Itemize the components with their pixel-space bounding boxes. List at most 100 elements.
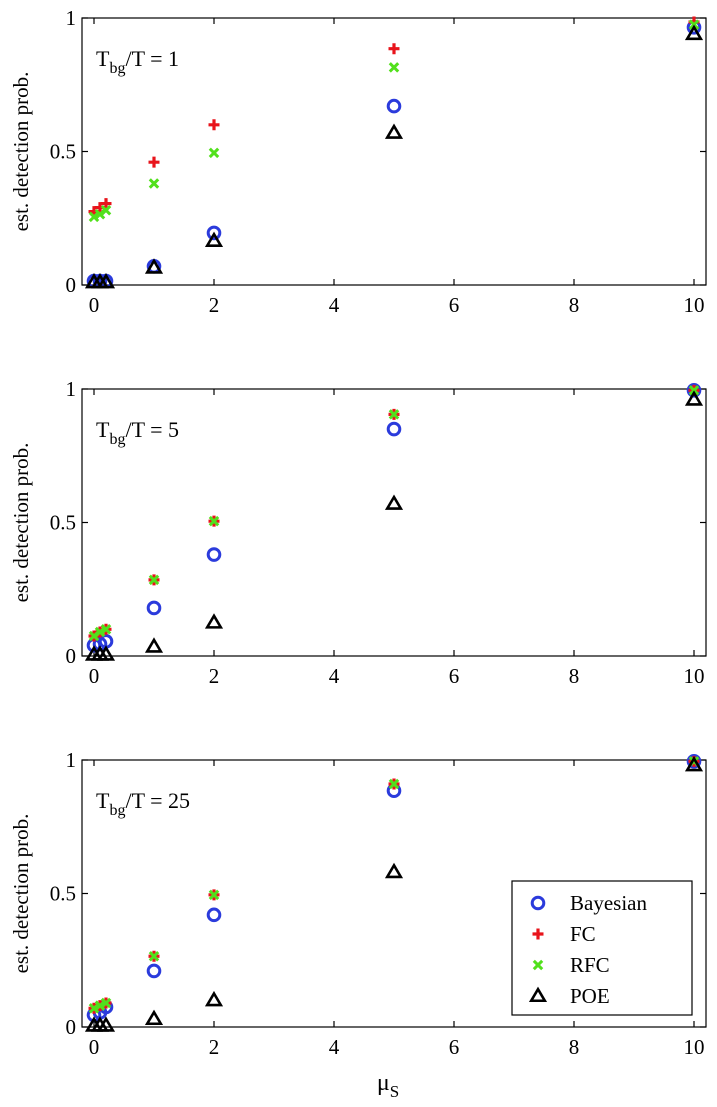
point-poe xyxy=(204,613,224,629)
legend-entry-fc: FC xyxy=(532,922,596,946)
point-rfc xyxy=(88,1003,100,1014)
x-tick-label: 8 xyxy=(569,664,580,688)
x-axis-label-main: μ xyxy=(377,1070,390,1096)
legend-marker-poe xyxy=(528,986,548,1003)
legend-entry-rfc: RFC xyxy=(532,953,610,977)
series-poe xyxy=(84,755,704,1032)
panel-annotation: Tbg/T = 1 xyxy=(96,46,179,77)
x-axis-label: μS xyxy=(377,1070,399,1101)
y-axis-label: est. detection prob. xyxy=(9,814,33,974)
x-tick-label: 10 xyxy=(684,664,705,688)
point-poe xyxy=(684,24,704,41)
point-poe xyxy=(384,494,404,510)
point-rfc xyxy=(94,1000,106,1011)
x-tick-label: 6 xyxy=(449,1035,460,1059)
series-fc xyxy=(88,16,700,218)
panel-annotation: Tbg/T = 5 xyxy=(96,417,179,448)
x-tick-label: 4 xyxy=(329,293,340,317)
point-bayesian xyxy=(206,907,222,923)
point-rfc xyxy=(100,997,112,1009)
legend-frame xyxy=(511,880,693,1016)
annotation-rest: /T = 1 xyxy=(125,46,179,71)
point-poe xyxy=(144,637,164,653)
point-bayesian xyxy=(386,421,402,437)
point-rfc xyxy=(148,178,160,189)
annotation-rest: /T = 25 xyxy=(125,788,190,813)
y-axis-label: est. detection prob. xyxy=(9,72,33,232)
annotation-main: T xyxy=(96,788,110,813)
series-rfc xyxy=(88,19,700,223)
legend-marker-rfc xyxy=(532,959,544,971)
y-tick-label: 0 xyxy=(66,644,77,668)
point-rfc xyxy=(148,950,160,962)
legend-marker-fc xyxy=(532,928,544,940)
x-axis-label-sub: S xyxy=(390,1082,399,1101)
legend-entry-bayesian: Bayesian xyxy=(530,891,647,915)
series-rfc xyxy=(88,756,700,1014)
y-tick-label: 1 xyxy=(66,377,77,401)
y-tick-label: 1 xyxy=(66,6,77,30)
point-bayesian xyxy=(146,600,162,616)
series-bayesian xyxy=(86,20,702,289)
x-tick-label: 6 xyxy=(449,664,460,688)
x-tick-label: 4 xyxy=(329,1035,340,1059)
annotation-sub: bg xyxy=(109,802,125,819)
x-tick-label: 2 xyxy=(209,664,220,688)
point-rfc xyxy=(100,624,112,635)
point-bayesian xyxy=(686,383,702,398)
point-poe xyxy=(204,231,224,248)
series-poe xyxy=(84,390,704,661)
legend-label: RFC xyxy=(570,953,610,977)
point-rfc xyxy=(388,409,400,420)
panel-2: 0 2 4 6 8 10 0 0.5 1 est. detection prob. Tbg/T = … xyxy=(9,377,707,688)
series-bayesian xyxy=(86,383,702,653)
point-bayesian xyxy=(386,98,402,114)
point-poe xyxy=(144,258,164,274)
legend-label: FC xyxy=(570,922,596,946)
point-poe xyxy=(684,390,704,406)
y-tick-label: 0.5 xyxy=(50,882,76,906)
point-rfc xyxy=(388,62,400,73)
legend-label: Bayesian xyxy=(570,891,647,915)
point-bayesian xyxy=(206,225,222,241)
x-tick-label: 4 xyxy=(329,664,340,688)
point-rfc xyxy=(148,574,160,586)
x-tick-label: 0 xyxy=(89,1035,100,1059)
x-tick-label: 8 xyxy=(569,1035,580,1059)
point-poe xyxy=(96,272,116,289)
x-tick-label: 10 xyxy=(684,293,705,317)
x-tick-label: 0 xyxy=(89,664,100,688)
panel-annotation: Tbg/T = 25 xyxy=(96,788,190,819)
x-tick-label: 0 xyxy=(89,293,100,317)
point-rfc xyxy=(388,778,400,790)
legend-label: POE xyxy=(570,984,610,1008)
point-poe xyxy=(684,755,704,772)
point-poe xyxy=(144,1009,164,1026)
point-poe xyxy=(204,990,224,1007)
legend: Bayesian FC RFC POE xyxy=(511,880,693,1016)
y-tick-label: 0.5 xyxy=(50,140,76,164)
point-fc xyxy=(388,43,400,55)
annotation-sub: bg xyxy=(109,60,125,77)
panel-1: 0 2 4 6 8 10 0 0.5 1 est. detection prob. Tbg/T = … xyxy=(9,6,707,317)
point-bayesian xyxy=(206,547,222,562)
annotation-sub: bg xyxy=(109,431,125,448)
point-fc xyxy=(100,198,112,210)
x-tick-label: 2 xyxy=(209,1035,220,1059)
point-poe xyxy=(96,1016,116,1032)
point-fc xyxy=(208,119,220,131)
legend-entry-poe: POE xyxy=(528,984,610,1008)
point-rfc xyxy=(88,211,100,223)
x-tick-label: 2 xyxy=(209,293,220,317)
x-tick-label: 6 xyxy=(449,293,460,317)
y-axis-label: est. detection prob. xyxy=(9,443,33,603)
point-poe xyxy=(384,123,404,139)
annotation-main: T xyxy=(96,46,110,71)
y-tick-label: 0 xyxy=(66,1015,77,1039)
y-tick-label: 0.5 xyxy=(50,511,76,535)
point-bayesian xyxy=(686,754,702,769)
x-tick-label: 10 xyxy=(684,1035,705,1059)
x-tick-label: 8 xyxy=(569,293,580,317)
point-poe xyxy=(96,645,116,661)
